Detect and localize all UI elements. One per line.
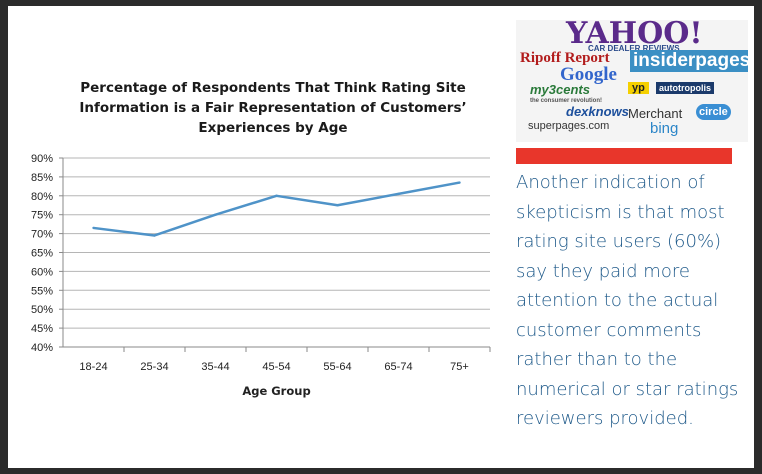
- x-axis-label: Age Group: [242, 384, 310, 398]
- superpages-logo: superpages.com: [528, 120, 610, 132]
- yp-logo: yp: [628, 82, 649, 94]
- chart-title: Percentage of Respondents That Think Rat…: [79, 80, 467, 136]
- slide: Percentage of Respondents That Think Rat…: [8, 6, 754, 468]
- side-text: Another indication of skepticism is that…: [516, 172, 739, 429]
- accent-bar: [516, 148, 732, 164]
- x-tick-label: 45-54: [262, 361, 290, 373]
- data-point: [214, 213, 217, 216]
- insider-pages-logo: insiderpages: [630, 50, 748, 72]
- series-line: [93, 181, 460, 237]
- data-point: [397, 192, 400, 196]
- google-logo: Google: [560, 64, 617, 85]
- autotropolis-logo: autotropolis: [656, 82, 714, 94]
- data-point: [336, 204, 339, 207]
- data-point: [458, 181, 461, 184]
- yahoo-logo: YAHOO!: [566, 20, 703, 51]
- y-tick-label: 40%: [31, 342, 53, 354]
- y-tick-label: 55%: [31, 285, 53, 297]
- my3cents-logo: my3cents: [530, 82, 590, 97]
- y-tick-label: 75%: [31, 210, 53, 222]
- x-tick-label: 18-24: [79, 361, 107, 373]
- my3cents-tagline: the consumer revolution!: [530, 98, 603, 104]
- x-tick-label: 75+: [450, 361, 469, 373]
- y-tick-label: 80%: [31, 191, 53, 203]
- review-site-logo-collage: YAHOO! CAR DEALER REVIEWS Ripoff Report …: [516, 20, 748, 142]
- y-tick-label: 50%: [31, 304, 53, 316]
- car-dealer-reviews-logo: CAR DEALER REVIEWS: [588, 44, 680, 53]
- merchant-logo: Merchant: [628, 106, 683, 121]
- x-tick-label: 55-64: [323, 361, 351, 373]
- data-point: [92, 226, 95, 230]
- x-tick-label: 65-74: [384, 361, 412, 373]
- data-point: [275, 194, 278, 197]
- ripoff-report-logo: Ripoff Report: [520, 50, 610, 66]
- y-tick-label: 85%: [31, 172, 53, 184]
- bing-logo: bing: [650, 120, 679, 137]
- circle-logo: circle: [696, 104, 731, 120]
- data-point: [153, 234, 156, 237]
- y-tick-label: 70%: [31, 229, 53, 241]
- dexknows-logo: dexknows: [566, 104, 629, 119]
- y-tick-label: 90%: [31, 153, 53, 165]
- line-chart: 40% 45% 50% 55% 60% 65% 70% 75% 80% 85% 90% 18-24 25…: [31, 153, 491, 398]
- x-tick-label: 35-44: [201, 361, 229, 373]
- x-tick-label: 25-34: [140, 361, 168, 373]
- y-tick-label: 45%: [31, 323, 53, 335]
- y-tick-label: 65%: [31, 248, 53, 260]
- y-tick-label: 60%: [31, 266, 53, 278]
